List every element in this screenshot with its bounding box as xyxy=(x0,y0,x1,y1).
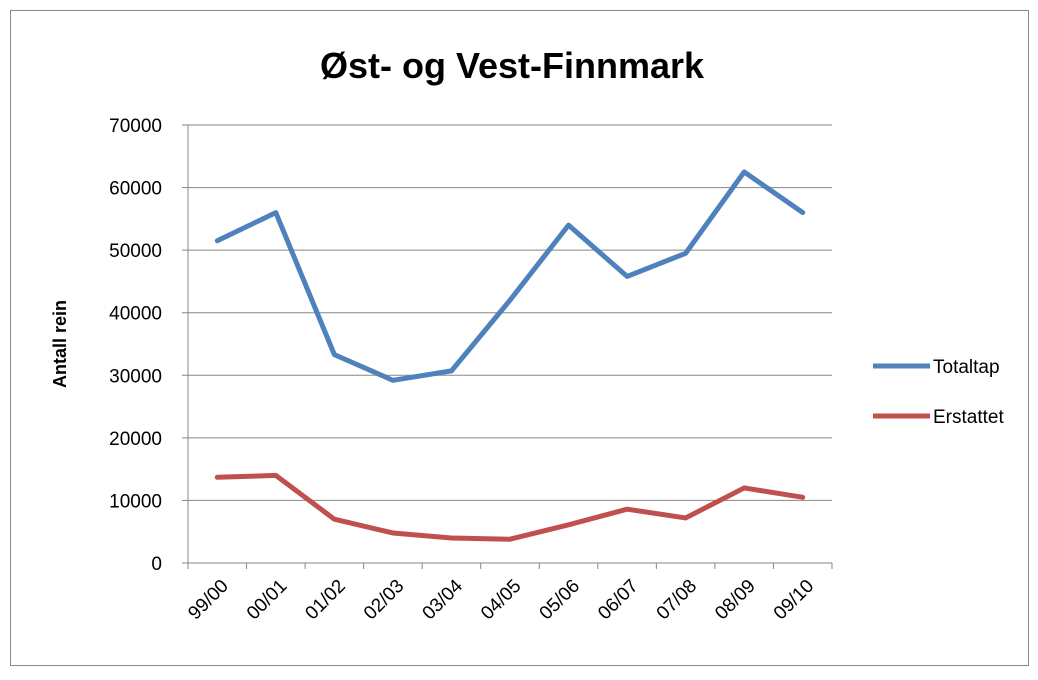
y-tick-label: 30000 xyxy=(109,366,162,387)
chart-frame xyxy=(10,10,1029,666)
y-tick-label: 10000 xyxy=(109,491,162,512)
legend-label: Totaltap xyxy=(933,357,1000,378)
chart-title: Øst- og Vest-Finnmark xyxy=(320,45,705,86)
y-tick-label: 40000 xyxy=(109,304,162,325)
y-tick-label: 60000 xyxy=(109,179,162,200)
y-tick-label: 50000 xyxy=(109,241,162,262)
y-tick-label: 70000 xyxy=(109,116,162,137)
series-line xyxy=(214,472,806,542)
legend-label: Erstattet xyxy=(933,407,1004,428)
y-axis-label: Antall rein xyxy=(50,300,70,388)
y-tick-label: 0 xyxy=(151,554,162,575)
series-line xyxy=(214,169,806,383)
y-tick-label: 20000 xyxy=(109,429,162,450)
